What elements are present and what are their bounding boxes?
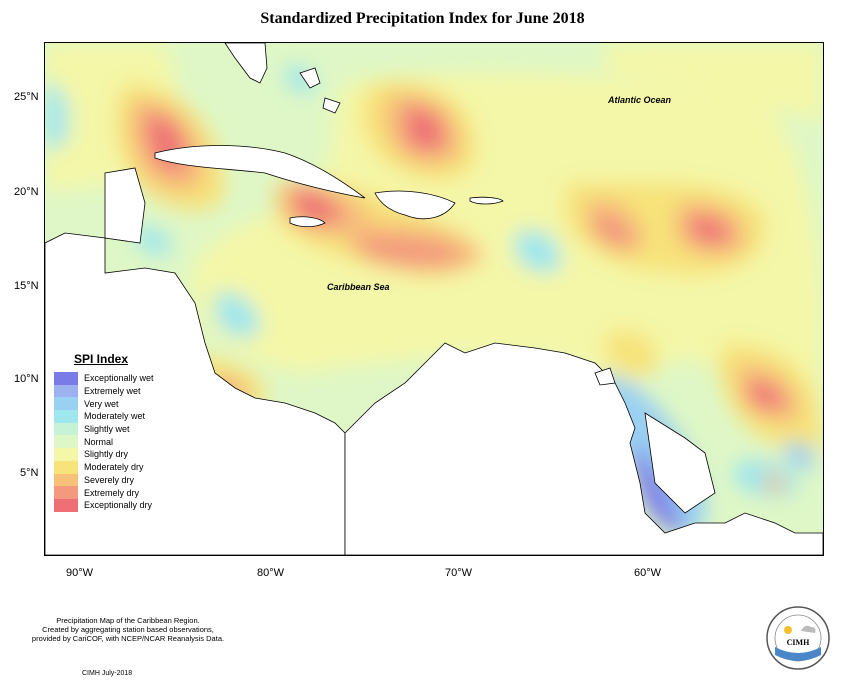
cimh-logo: CIMH bbox=[765, 605, 831, 671]
legend-label: Slightly wet bbox=[84, 424, 130, 435]
legend-swatch bbox=[54, 498, 78, 512]
legend-item: Slightly wet bbox=[52, 422, 202, 436]
legend-item: Very wet bbox=[52, 397, 202, 411]
xtick-70w: 70°W bbox=[445, 567, 473, 579]
legend-label: Severely dry bbox=[84, 474, 135, 485]
legend-label: Slightly dry bbox=[84, 449, 129, 460]
legend-item: Moderately wet bbox=[52, 410, 202, 423]
legend-swatch bbox=[54, 448, 78, 461]
legend-item: Exceptionally dry bbox=[52, 498, 202, 512]
xtick-90w: 90°W bbox=[66, 567, 94, 579]
legend-swatch bbox=[54, 397, 78, 411]
legend-label: Exceptionally dry bbox=[84, 500, 153, 511]
legend-label: Very wet bbox=[84, 398, 119, 409]
legend-item: Normal bbox=[52, 435, 202, 449]
map-note: Precipitation Map of the Caribbean Regio… bbox=[18, 616, 238, 643]
legend-title: SPI Index bbox=[74, 352, 129, 366]
legend-swatch bbox=[54, 460, 78, 474]
credit-text: CIMH July-2018 bbox=[82, 670, 133, 677]
legend-item: Exceptionally wet bbox=[52, 372, 202, 385]
landmasses bbox=[45, 43, 823, 555]
legend-swatch bbox=[54, 435, 78, 449]
map-title: Standardized Precipitation Index for Jun… bbox=[260, 10, 585, 27]
legend-item: Moderately dry bbox=[52, 460, 202, 474]
legend-label: Moderately dry bbox=[84, 462, 144, 473]
spi-map: Atlantic Ocean Caribbean Sea bbox=[44, 42, 824, 556]
spi-legend: SPI Index Exceptionally wet Extremely wet… bbox=[52, 352, 202, 512]
ytick-10n: 10°N bbox=[14, 373, 39, 385]
caribbean-sea-label: Caribbean Sea bbox=[327, 282, 390, 292]
legend-item: Extremely dry bbox=[52, 486, 202, 499]
ytick-5n: 5°N bbox=[20, 467, 39, 479]
logo-text: CIMH bbox=[787, 638, 810, 647]
legend-label: Moderately wet bbox=[84, 411, 146, 422]
legend-swatch bbox=[54, 384, 78, 398]
spi-map-canvas: Atlantic Ocean Caribbean Sea bbox=[45, 43, 823, 555]
legend-label: Exceptionally wet bbox=[84, 373, 154, 384]
note-line-2: Created by aggregating station based obs… bbox=[42, 625, 214, 634]
legend-swatch bbox=[54, 410, 78, 423]
legend-item: Severely dry bbox=[52, 473, 202, 487]
legend-swatch bbox=[54, 486, 78, 499]
note-line-3: provided by CariCOF, with NCEP/NCAR Rean… bbox=[31, 634, 225, 643]
ytick-15n: 15°N bbox=[14, 280, 39, 292]
xtick-80w: 80°W bbox=[257, 567, 285, 579]
legend-swatch bbox=[54, 372, 78, 385]
xtick-60w: 60°W bbox=[634, 567, 662, 579]
note-line-1: Precipitation Map of the Caribbean Regio… bbox=[56, 616, 200, 625]
ytick-20n: 20°N bbox=[14, 186, 39, 198]
legend-label: Extremely wet bbox=[84, 386, 141, 397]
legend-item: Slightly dry bbox=[52, 448, 202, 461]
atlantic-ocean-label: Atlantic Ocean bbox=[607, 95, 672, 105]
spi-field bbox=[45, 43, 823, 535]
legend-label: Normal bbox=[84, 436, 114, 447]
legend-swatch bbox=[54, 473, 78, 487]
ytick-25n: 25°N bbox=[14, 91, 39, 103]
legend-label: Extremely dry bbox=[84, 487, 140, 498]
legend-swatch bbox=[54, 422, 78, 436]
legend-item: Extremely wet bbox=[52, 384, 202, 398]
